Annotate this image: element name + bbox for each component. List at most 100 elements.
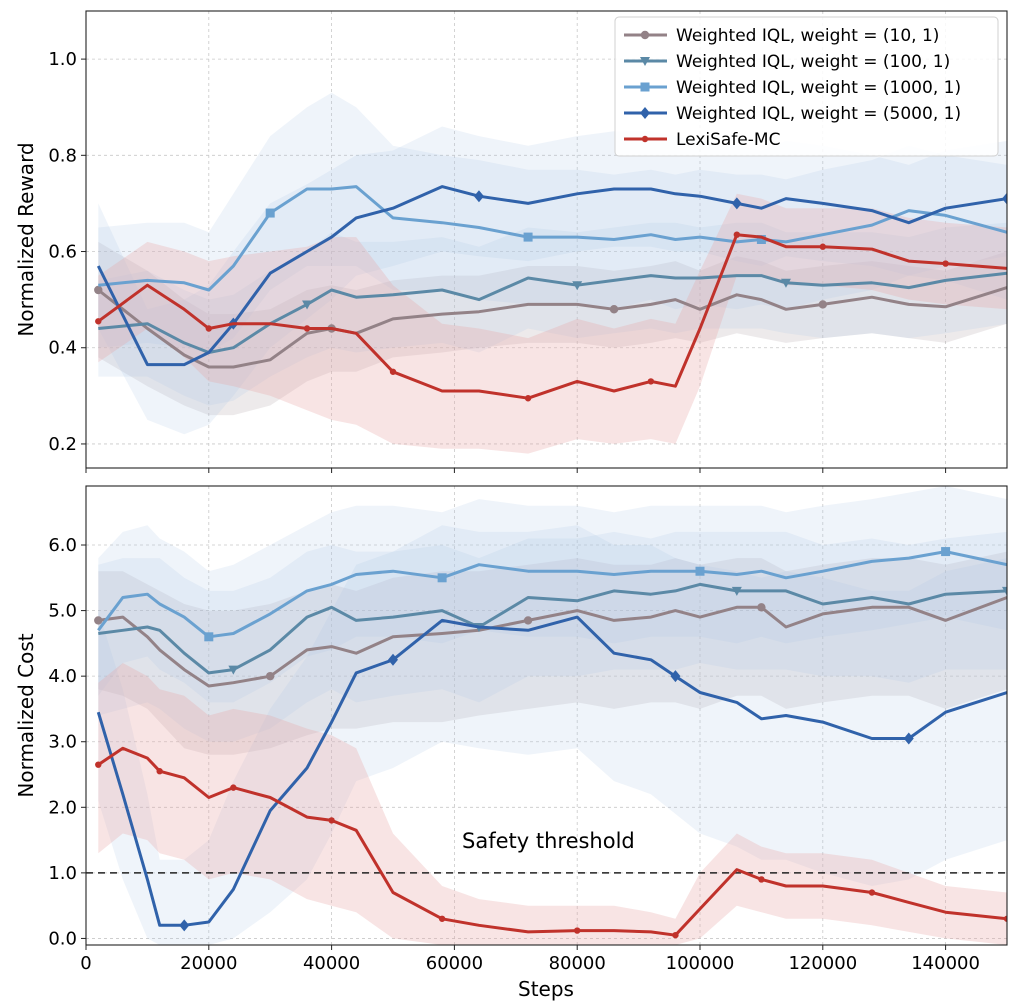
reward-point-lexi	[205, 325, 212, 332]
cost-point-lexi	[156, 768, 163, 775]
cost-band-lexi	[98, 663, 1007, 945]
x-axis-label: Steps	[518, 977, 574, 1001]
reward-point-w1000	[265, 208, 275, 218]
x-tick-label: 0	[80, 953, 91, 974]
legend-marker-lexi	[641, 135, 649, 143]
reward-band-w100	[98, 222, 1007, 406]
reward-point-w100	[780, 278, 791, 288]
reward-point-w100	[572, 281, 583, 291]
cost-point-lexi	[1003, 915, 1007, 922]
x-tick-label: 100000	[666, 953, 735, 974]
cost-point-w5000	[179, 919, 190, 932]
x-tick-label: 120000	[788, 953, 857, 974]
reward-point-lexi	[303, 325, 311, 332]
reward-point-w10	[818, 300, 827, 309]
reward-point-w5000	[473, 190, 484, 203]
cost-point-w5000	[903, 732, 914, 745]
cost-line-w1000	[97, 550, 1007, 639]
cost-point-lexi	[868, 889, 876, 896]
reward-band-w1000	[98, 92, 1007, 353]
legend-label-lexi: LexiSafe-MC	[676, 130, 780, 150]
cost-line-w5000	[96, 615, 1007, 927]
cost-point-lexi	[95, 761, 102, 768]
reward-point-lexi	[524, 395, 532, 402]
reward-band-w10	[98, 241, 1007, 416]
cost-point-lexi	[758, 876, 765, 883]
threshold-label: Safety threshold	[462, 829, 635, 853]
legend-label-w100: Weighted IQL, weight = (100, 1)	[676, 52, 950, 72]
cost-band-w10	[98, 551, 1007, 755]
cost-point-w100	[228, 665, 239, 675]
cost-y-tick-label: 2.0	[48, 797, 77, 818]
cost-y-axis-label: Normalized Cost	[14, 633, 38, 797]
x-tick-label: 60000	[426, 953, 483, 974]
reward-point-lexi	[942, 260, 949, 267]
reward-line-w100	[98, 271, 1007, 354]
legend-marker-w5000	[640, 107, 650, 119]
cost-panel: 0 20000 40000 60000 80000 100000 120000 140000 0…	[14, 485, 1008, 974]
reward-line-w10	[97, 286, 1007, 369]
x-tick-label: 80000	[549, 953, 606, 974]
reward-point-w5000	[731, 197, 742, 210]
legend-marker-w100	[640, 57, 650, 66]
cost-band-w5000	[98, 525, 1007, 945]
reward-y-tick-label: 0.8	[48, 145, 77, 166]
reward-point-w5000	[1002, 192, 1007, 205]
cost-point-w100	[731, 586, 742, 596]
reward-y-tick-label: 0.6	[48, 242, 77, 263]
reward-point-lexi	[647, 378, 655, 385]
legend-marker-w1000	[640, 82, 650, 92]
reward-point-lexi	[819, 243, 826, 250]
reward-point-lexi	[95, 318, 102, 325]
cost-line-w10	[98, 596, 1007, 688]
reward-line-lexi	[97, 233, 1007, 400]
reward-y-tick-label: 1.0	[48, 49, 77, 70]
cost-y-tick-label: 5.0	[48, 601, 77, 622]
cost-point-w10	[266, 671, 275, 681]
cost-point-lexi	[574, 927, 581, 934]
reward-line-w1000	[98, 185, 1007, 292]
reward-band-lexi	[98, 193, 1007, 454]
cost-point-w1000	[941, 547, 951, 557]
cost-point-w10	[523, 616, 533, 625]
cost-plot-area	[86, 486, 1007, 945]
legend-marker-w10	[640, 30, 650, 40]
cost-line-lexi	[97, 746, 1007, 937]
cost-point-lexi	[672, 931, 679, 939]
reward-band-w5000	[98, 126, 1007, 435]
cost-y-tick-label: 6.0	[48, 535, 77, 556]
cost-band-w100	[98, 531, 1007, 742]
cost-axes-frame	[85, 485, 1008, 946]
reward-axes-frame	[85, 10, 1008, 469]
reward-point-lexi	[389, 368, 397, 375]
reward-point-w100	[302, 300, 313, 310]
cost-point-w10	[757, 603, 766, 612]
reward-y-axis-label: Normalized Reward	[14, 142, 38, 336]
cost-point-w1000	[437, 573, 447, 583]
cost-point-w1000	[204, 632, 214, 642]
cost-point-lexi	[230, 784, 237, 791]
reward-panel: 0.2 0.4 0.6 0.8 1.0 Normalized Reward	[14, 10, 1008, 473]
cost-y-tick-label: 1.0	[48, 863, 77, 884]
legend-label-w5000: Weighted IQL, weight = (5000, 1)	[676, 104, 961, 124]
legend-box	[614, 16, 999, 157]
reward-line-w5000	[96, 185, 1007, 367]
x-tick-label: 20000	[180, 953, 237, 974]
cost-point-w5000	[388, 653, 398, 666]
cost-point-w1000	[695, 566, 705, 576]
reward-point-lexi	[733, 231, 741, 238]
cost-y-tick-label: 0.0	[48, 928, 77, 949]
reward-point-w10	[609, 305, 619, 314]
cost-y-tick-label: 3.0	[48, 732, 77, 753]
x-tick-label: 140000	[911, 953, 980, 974]
legend-label-w1000: Weighted IQL, weight = (1000, 1)	[676, 78, 961, 98]
reward-point-w10	[94, 285, 103, 295]
cost-point-w100	[1002, 586, 1007, 596]
reward-point-w1000	[756, 235, 766, 244]
legend: Weighted IQL, weight = (10, 1) Weighted I…	[614, 16, 999, 157]
reward-y-tick-label: 0.2	[48, 434, 77, 455]
reward-y-tick-label: 0.4	[48, 338, 77, 359]
x-tick-label: 40000	[303, 953, 360, 974]
cost-point-lexi	[328, 817, 335, 824]
legend-label-w10: Weighted IQL, weight = (10, 1)	[676, 26, 939, 46]
